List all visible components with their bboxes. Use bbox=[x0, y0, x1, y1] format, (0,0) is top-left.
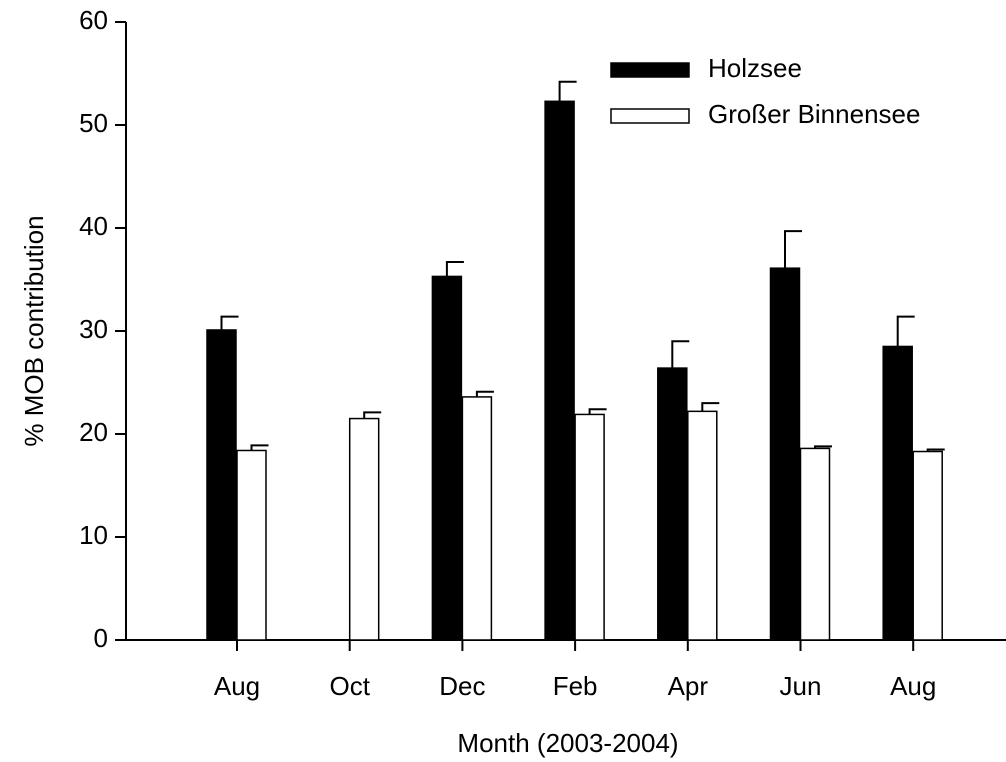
error-bar bbox=[558, 80, 577, 102]
x-tick-label: Aug bbox=[214, 671, 260, 701]
legend-label: Holzsee bbox=[708, 53, 802, 83]
y-tick-label: 20 bbox=[79, 417, 108, 447]
y-tick-label: 60 bbox=[79, 5, 108, 35]
error-bar bbox=[220, 315, 239, 330]
bar bbox=[574, 413, 605, 641]
error-bar bbox=[671, 340, 690, 369]
y-tick-label: 30 bbox=[79, 314, 108, 344]
bar bbox=[687, 410, 718, 641]
bar bbox=[799, 447, 831, 641]
bar bbox=[206, 329, 237, 641]
y-tick-label: 10 bbox=[79, 520, 108, 550]
legend-swatch bbox=[610, 62, 690, 78]
x-tick-label: Apr bbox=[668, 671, 709, 701]
error-bar bbox=[363, 411, 382, 419]
bar bbox=[544, 100, 575, 641]
bar bbox=[882, 345, 913, 641]
x-tick-label: Oct bbox=[329, 671, 370, 701]
error-bar bbox=[784, 230, 802, 269]
y-tick-label: 0 bbox=[94, 623, 108, 653]
error-bar bbox=[896, 315, 915, 347]
bar bbox=[769, 267, 801, 641]
error-bar bbox=[701, 402, 720, 412]
bar bbox=[657, 367, 688, 641]
y-tick-label: 40 bbox=[79, 211, 108, 241]
legend-label: Großer Binnensee bbox=[708, 99, 920, 129]
bar bbox=[431, 275, 463, 641]
x-tick-label: Feb bbox=[553, 671, 598, 701]
bar bbox=[912, 450, 943, 641]
error-bar bbox=[475, 390, 494, 397]
x-tick-label: Aug bbox=[890, 671, 936, 701]
error-bar bbox=[588, 408, 607, 415]
error-bar bbox=[926, 448, 945, 452]
y-axis-label: % MOB contribution bbox=[19, 215, 49, 446]
bar bbox=[348, 417, 380, 641]
x-tick-label: Jun bbox=[780, 671, 822, 701]
y-tick-label: 50 bbox=[79, 108, 108, 138]
x-axis-label: Month (2003-2004) bbox=[457, 728, 678, 758]
legend-swatch bbox=[610, 108, 690, 124]
error-bar bbox=[250, 444, 269, 451]
bar bbox=[461, 396, 493, 641]
error-bar bbox=[814, 445, 832, 449]
x-tick-label: Dec bbox=[439, 671, 485, 701]
bar bbox=[236, 449, 267, 641]
error-bar bbox=[445, 260, 464, 277]
